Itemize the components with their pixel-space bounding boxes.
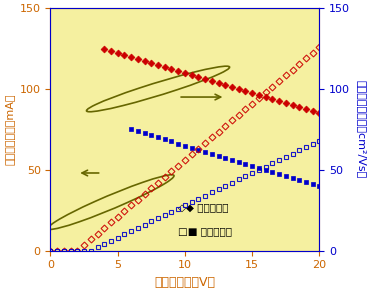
Text: ◇◆ カーボン面: ◇◆ カーボン面	[178, 202, 229, 212]
X-axis label: ゲート電圧（V）: ゲート電圧（V）	[154, 276, 216, 289]
Text: □■ シリコン面: □■ シリコン面	[178, 226, 232, 236]
Y-axis label: ドレイン電流（mA）: ドレイン電流（mA）	[4, 93, 14, 165]
Y-axis label: キャネル移動度（cm²/Vs）: キャネル移動度（cm²/Vs）	[357, 80, 367, 178]
